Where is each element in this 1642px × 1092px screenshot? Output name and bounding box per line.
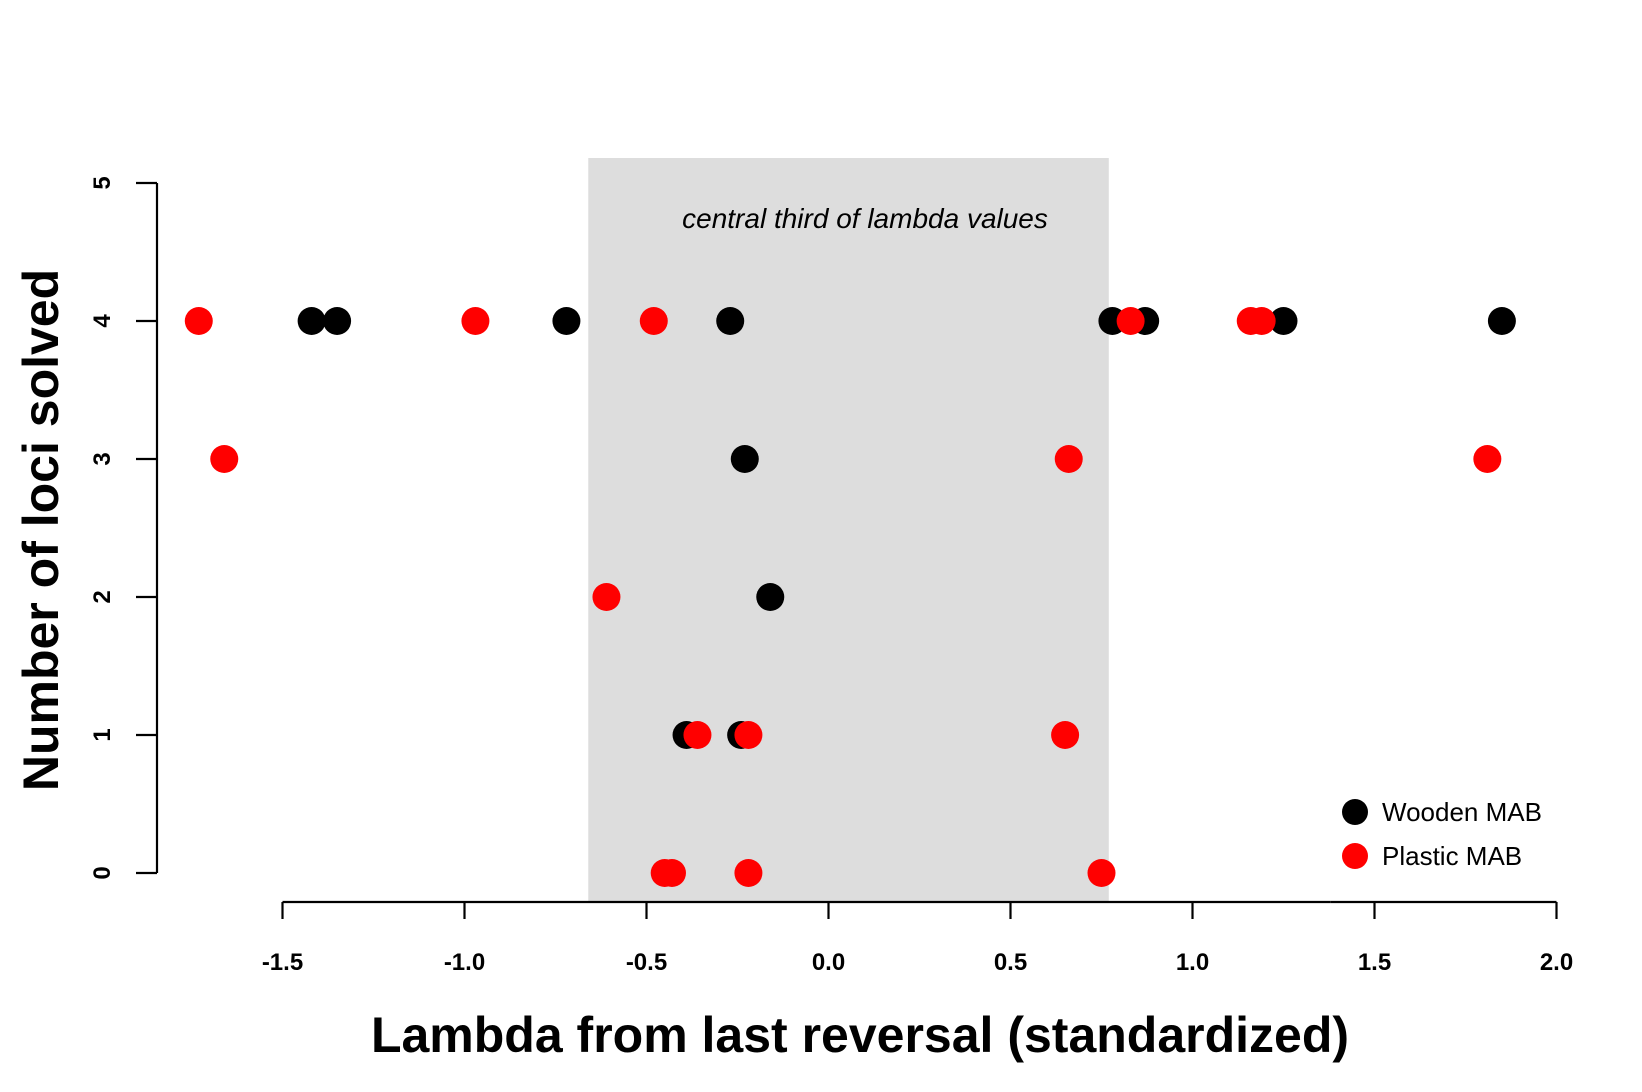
x-axis-title: Lambda from last reversal (standardized) xyxy=(371,1007,1349,1063)
y-axis: 0 1 2 3 4 5 xyxy=(89,176,159,880)
wooden-mab-point xyxy=(730,445,759,473)
y-tick-label: 0 xyxy=(89,866,116,879)
x-tick-label: 2.0 xyxy=(1540,949,1573,976)
plastic-mab-point xyxy=(184,307,213,335)
wooden-mab-point xyxy=(1487,307,1516,335)
wooden-mab-point xyxy=(1269,307,1298,335)
shaded-region xyxy=(588,158,1109,901)
plastic-mab-point xyxy=(657,859,686,887)
plastic-mab-point xyxy=(592,583,621,611)
wooden-mab-point xyxy=(716,307,745,335)
x-tick-label: 1.0 xyxy=(1176,949,1209,976)
x-tick-label: 1.5 xyxy=(1358,949,1391,976)
plastic-mab-point xyxy=(1051,721,1080,749)
plastic-mab-point xyxy=(639,307,668,335)
wooden-mab-point xyxy=(756,583,785,611)
plastic-mab-point xyxy=(734,859,763,887)
legend-label: Wooden MAB xyxy=(1382,797,1542,827)
x-tick-label: -1.5 xyxy=(262,949,303,976)
plastic-mab-point xyxy=(210,445,239,473)
y-tick-label: 5 xyxy=(89,176,116,189)
x-axis: -1.5 -1.0 -0.5 0.0 0.5 1.0 1.5 2.0 xyxy=(262,900,1573,976)
y-tick-label: 4 xyxy=(89,314,116,328)
plastic-mab-point xyxy=(461,307,490,335)
legend: Wooden MAB Plastic MAB xyxy=(1342,797,1542,871)
x-tick-label: -0.5 xyxy=(626,949,667,976)
y-tick-label: 3 xyxy=(89,452,116,465)
plastic-mab-point xyxy=(1087,859,1116,887)
x-tick-label: 0.0 xyxy=(812,949,845,976)
x-tick-label: 0.5 xyxy=(994,949,1027,976)
x-tick-label: -1.0 xyxy=(444,949,485,976)
data-points xyxy=(184,307,1516,887)
legend-label: Plastic MAB xyxy=(1382,841,1522,871)
legend-marker xyxy=(1342,843,1368,869)
wooden-mab-point xyxy=(323,307,352,335)
plastic-mab-point xyxy=(1054,445,1083,473)
y-tick-label: 1 xyxy=(89,728,116,741)
wooden-mab-point xyxy=(552,307,581,335)
y-tick-label: 2 xyxy=(89,590,116,603)
wooden-mab-point xyxy=(297,307,326,335)
legend-marker xyxy=(1342,799,1368,825)
plastic-mab-point xyxy=(1116,307,1145,335)
plastic-mab-point xyxy=(1473,445,1502,473)
plastic-mab-point xyxy=(683,721,712,749)
shaded-region-label: central third of lambda values xyxy=(682,203,1048,234)
plastic-mab-point xyxy=(1247,307,1276,335)
plastic-mab-point xyxy=(734,721,763,749)
y-axis-title: Number of loci solved xyxy=(13,269,69,791)
